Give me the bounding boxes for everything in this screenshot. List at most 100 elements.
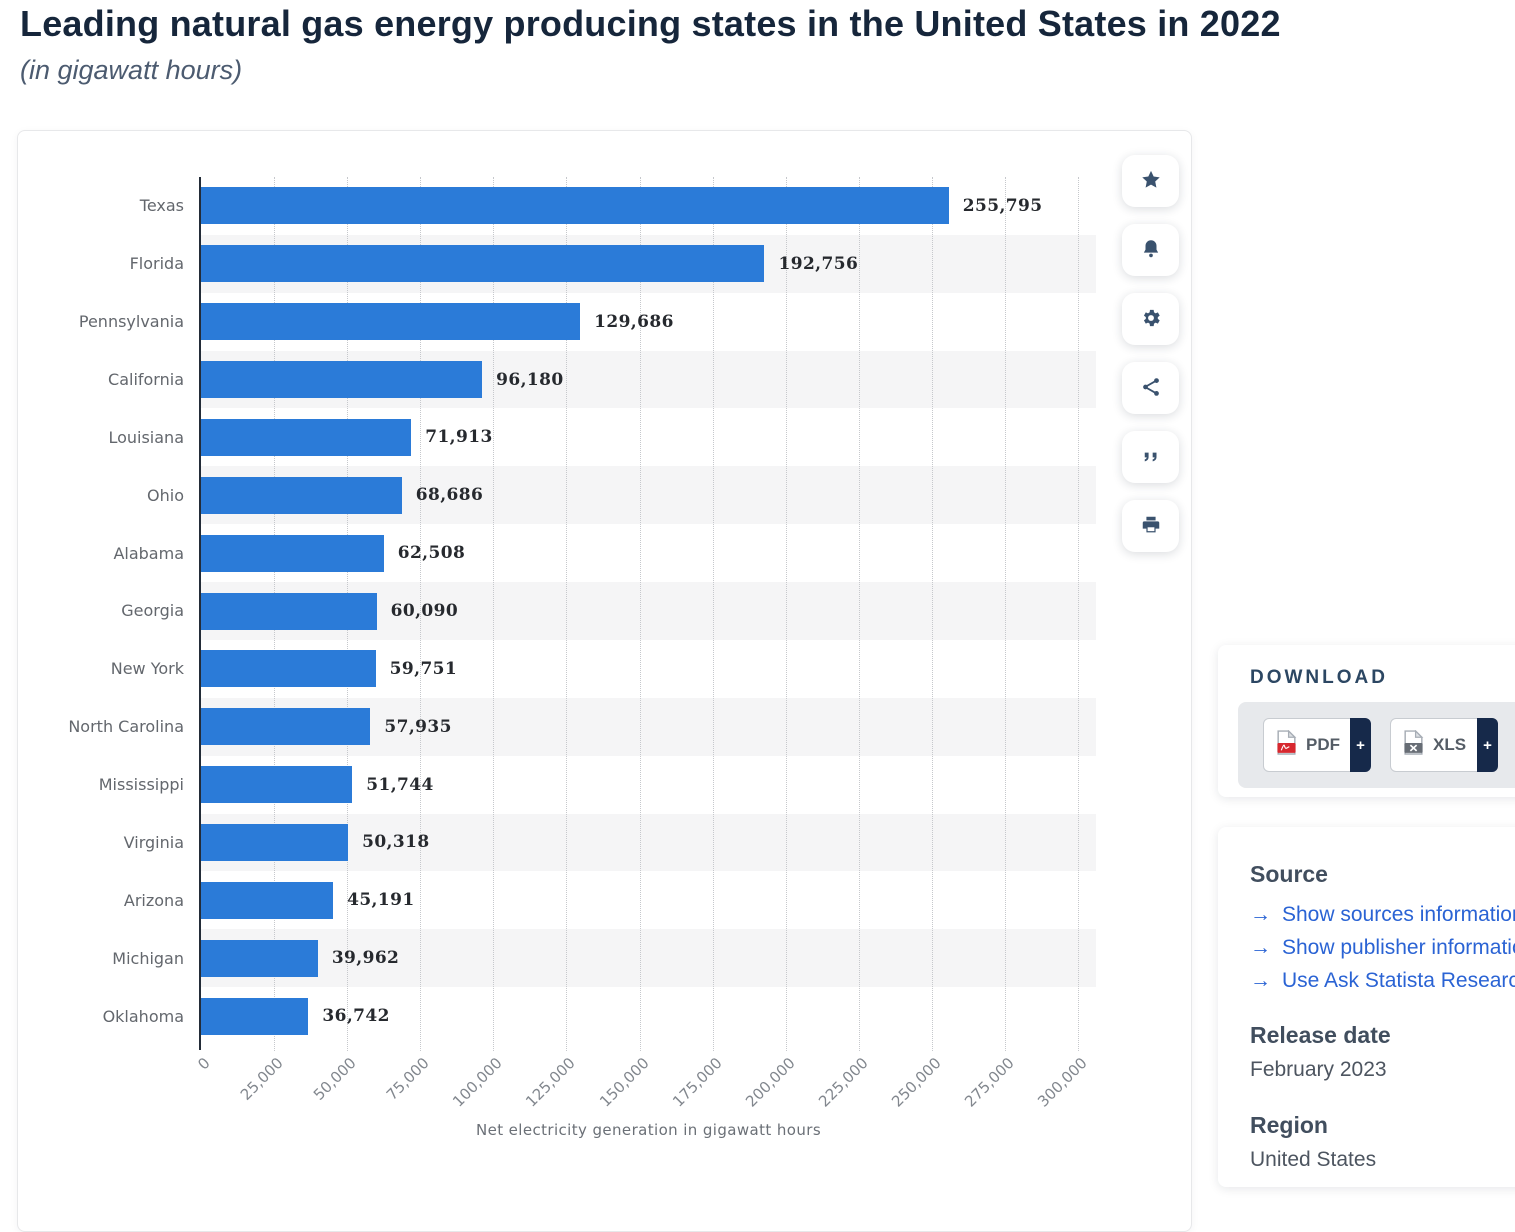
bar-value-label: 255,795 bbox=[962, 195, 1043, 216]
bar[interactable] bbox=[201, 418, 412, 456]
bar[interactable] bbox=[201, 881, 334, 919]
bar-value-label: 51,744 bbox=[366, 774, 434, 795]
quote-icon bbox=[1141, 446, 1161, 469]
gear-icon bbox=[1140, 307, 1162, 332]
source-heading: Source bbox=[1250, 861, 1328, 887]
star-icon bbox=[1140, 169, 1162, 194]
arrow-right-icon: → bbox=[1250, 969, 1271, 992]
chart-toolbar bbox=[1122, 155, 1179, 552]
bar-value-label: 60,090 bbox=[390, 600, 459, 621]
ask-statista-link[interactable]: → Use Ask Statista Research Service bbox=[1250, 964, 1515, 997]
x-tick-label: 300,000 bbox=[1034, 1054, 1091, 1111]
bar-value-label: 96,180 bbox=[496, 369, 564, 390]
x-tick-label: 175,000 bbox=[668, 1054, 726, 1111]
bar-value-label: 57,935 bbox=[384, 716, 452, 737]
print-icon bbox=[1140, 514, 1162, 539]
settings-button[interactable] bbox=[1122, 293, 1179, 345]
download-panel: DOWNLOAD PDF + bbox=[1218, 645, 1515, 797]
category-label: Arizona bbox=[123, 890, 184, 910]
bar[interactable] bbox=[201, 939, 318, 977]
alert-button[interactable] bbox=[1122, 224, 1179, 276]
bar[interactable] bbox=[201, 245, 765, 283]
xls-file-icon bbox=[1403, 729, 1424, 760]
category-label: New York bbox=[110, 659, 184, 679]
bar-value-label: 36,742 bbox=[322, 1006, 390, 1027]
bar[interactable] bbox=[201, 534, 384, 572]
source-links: → Show sources information → Show publis… bbox=[1250, 898, 1515, 997]
pdf-plus-badge[interactable]: + bbox=[1350, 718, 1371, 772]
category-label: Ohio bbox=[147, 485, 184, 505]
gridline bbox=[1004, 177, 1006, 1051]
download-pdf-button[interactable]: PDF + bbox=[1263, 718, 1371, 772]
download-pdf-label: PDF bbox=[1306, 735, 1340, 754]
bar[interactable] bbox=[201, 187, 949, 225]
x-axis-caption: Net electricity generation in gigawatt h… bbox=[475, 1121, 822, 1139]
bar[interactable] bbox=[201, 592, 377, 630]
xls-plus-badge[interactable]: + bbox=[1477, 718, 1498, 772]
download-xls-label: XLS bbox=[1433, 735, 1467, 754]
bar-value-label: 50,318 bbox=[362, 832, 430, 853]
bar[interactable] bbox=[201, 650, 376, 688]
share-button[interactable] bbox=[1122, 362, 1179, 414]
bar[interactable] bbox=[201, 476, 402, 514]
page-subtitle: (in gigawatt hours) bbox=[20, 55, 243, 85]
category-label: Michigan bbox=[112, 948, 184, 968]
page-title: Leading natural gas energy producing sta… bbox=[20, 3, 1281, 44]
category-label: Georgia bbox=[121, 601, 184, 621]
y-axis-line bbox=[199, 177, 201, 1050]
cite-button[interactable] bbox=[1122, 431, 1179, 483]
favorite-button[interactable] bbox=[1122, 155, 1179, 207]
category-label: Florida bbox=[129, 254, 184, 274]
region-heading: Region bbox=[1250, 1112, 1328, 1138]
show-sources-label: Show sources information bbox=[1282, 903, 1515, 926]
x-tick-label: 150,000 bbox=[595, 1054, 653, 1111]
gridline bbox=[1078, 177, 1079, 1051]
category-label: North Carolina bbox=[68, 717, 184, 737]
gridline bbox=[493, 177, 495, 1051]
print-button[interactable] bbox=[1122, 500, 1179, 552]
gridline bbox=[931, 177, 933, 1051]
pdf-file-icon bbox=[1276, 729, 1297, 760]
x-tick-label: 275,000 bbox=[961, 1054, 1018, 1111]
download-xls-button[interactable]: XLS + bbox=[1390, 718, 1498, 772]
x-tick-label: 50,000 bbox=[310, 1054, 360, 1104]
bar[interactable] bbox=[201, 361, 483, 399]
show-publisher-link[interactable]: → Show publisher information bbox=[1250, 931, 1515, 964]
gridline bbox=[566, 177, 568, 1051]
bar[interactable] bbox=[201, 766, 353, 804]
x-tick-label: 100,000 bbox=[449, 1054, 507, 1111]
bar-value-label: 59,751 bbox=[389, 658, 458, 679]
release-date-value: February 2023 bbox=[1250, 1058, 1387, 1081]
category-label: Pennsylvania bbox=[78, 312, 184, 332]
row-stripe bbox=[201, 813, 1096, 872]
category-label: Virginia bbox=[123, 832, 184, 852]
row-stripe bbox=[201, 929, 1096, 988]
bar[interactable] bbox=[201, 823, 349, 861]
x-tick-label: 0 bbox=[194, 1054, 214, 1074]
download-header: DOWNLOAD bbox=[1250, 667, 1388, 688]
region-value: United States bbox=[1250, 1148, 1377, 1171]
category-label: Texas bbox=[139, 196, 184, 216]
bar[interactable] bbox=[201, 708, 371, 746]
x-tick-label: 225,000 bbox=[814, 1054, 872, 1111]
category-label: California bbox=[108, 370, 184, 390]
bar-value-label: 39,962 bbox=[331, 948, 400, 969]
category-label: Alabama bbox=[113, 543, 184, 563]
bar-value-label: 192,756 bbox=[778, 253, 859, 274]
share-icon bbox=[1140, 376, 1162, 401]
category-label: Louisiana bbox=[108, 427, 184, 447]
x-tick-label: 200,000 bbox=[741, 1054, 799, 1111]
x-tick-label: 250,000 bbox=[887, 1054, 945, 1111]
x-tick-label: 125,000 bbox=[522, 1054, 580, 1111]
x-tick-label: 75,000 bbox=[383, 1054, 433, 1104]
plot-area: Texas 255,795 Florida 192,756 Pennsylvania 12… bbox=[68, 177, 1096, 1111]
gridline bbox=[712, 177, 714, 1051]
bar[interactable] bbox=[201, 997, 309, 1035]
bar-value-label: 129,686 bbox=[594, 311, 674, 332]
bar[interactable] bbox=[201, 303, 581, 341]
bar-value-label: 62,508 bbox=[397, 543, 466, 564]
source-panel: Source → Show sources information → Show… bbox=[1218, 827, 1515, 1187]
show-sources-link[interactable]: → Show sources information bbox=[1250, 898, 1515, 931]
page-header: Leading natural gas energy producing sta… bbox=[20, 2, 1500, 86]
gridline bbox=[420, 177, 422, 1051]
